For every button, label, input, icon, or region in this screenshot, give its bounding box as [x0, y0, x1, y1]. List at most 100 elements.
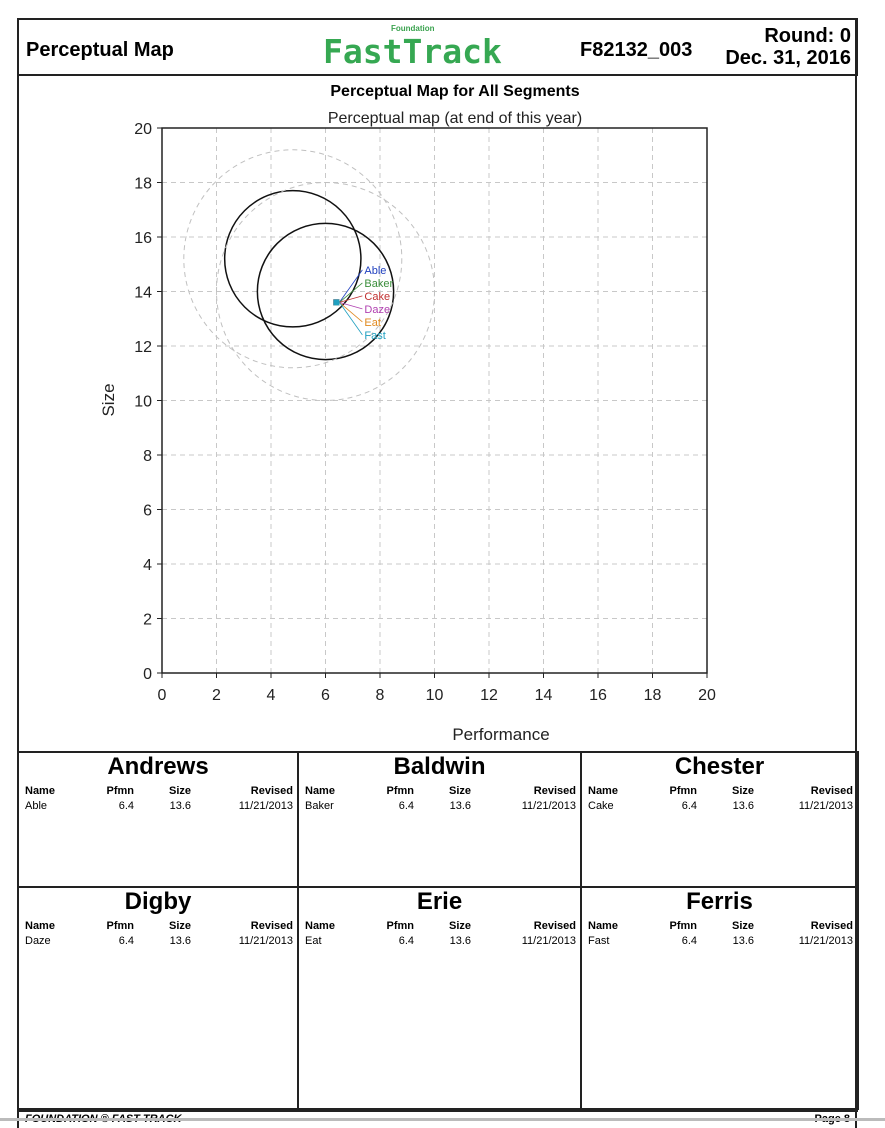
cell-revised: 11/21/2013 [521, 800, 576, 812]
x-tick-label: 0 [158, 687, 167, 704]
y-tick-label: 14 [134, 285, 152, 302]
cell-revised: 11/21/2013 [238, 800, 293, 812]
cell-name: Name [305, 920, 335, 932]
round-info: Round: 0 Dec. 31, 2016 [725, 25, 851, 69]
team-panel-ferris: Ferris Name Pfmn Size Revised Fast 6.4 13.6 11/2… [580, 886, 859, 1110]
table-row: Fast 6.4 13.6 11/21/2013 [582, 934, 857, 948]
cell-name: Daze [25, 935, 51, 947]
cell-size: Size [448, 785, 471, 797]
x-tick-label: 20 [698, 687, 716, 704]
segment-rough-cut-circle [216, 182, 435, 401]
x-tick-label: 4 [267, 687, 276, 704]
product-label-leader [339, 302, 363, 310]
cell-size: 13.6 [449, 935, 471, 947]
x-axis-label: Performance [452, 725, 549, 744]
table-row: Daze 6.4 13.6 11/21/2013 [19, 934, 297, 948]
report-header: Perceptual Map Foundation FastTrack F821… [17, 18, 858, 76]
cell-revised: Revised [810, 920, 853, 932]
report-date: Dec. 31, 2016 [725, 47, 851, 69]
cell-name: Name [588, 785, 618, 797]
report-title: Perceptual Map [26, 39, 174, 61]
product-point-label: Cake [364, 291, 390, 303]
cell-pfmn: Pfmn [669, 920, 698, 932]
product-point-label: Able [364, 265, 386, 277]
cell-size: Size [731, 920, 754, 932]
cell-revised: 11/21/2013 [521, 935, 576, 947]
team-name: Digby [124, 888, 192, 915]
perceptual-map-chart: Perceptual Map for All Segments Perceptu… [99, 83, 716, 744]
table-row: Eat 6.4 13.6 11/21/2013 [299, 934, 580, 948]
cell-size: Size [168, 785, 191, 797]
logo-fasttrack-text: FastTrack [323, 32, 502, 71]
cell-name: Able [25, 800, 48, 812]
cell-size: 13.6 [732, 800, 754, 812]
cell-pfmn: 6.4 [681, 935, 697, 947]
team-name: Andrews [107, 753, 209, 780]
table-row: Able 6.4 13.6 11/21/2013 [19, 799, 297, 813]
y-tick-label: 8 [143, 448, 152, 465]
team-panel-baldwin: Baldwin Name Pfmn Size Revised Baker 6.4 13.6 11… [297, 751, 582, 888]
product-label-leader [339, 295, 363, 303]
cell-name: Fast [588, 935, 610, 947]
y-axis-label: Size [99, 383, 118, 416]
segment-rough-cut-circle [183, 149, 403, 369]
cell-pfmn: Pfmn [386, 920, 415, 932]
table-row: Baker 6.4 13.6 11/21/2013 [299, 799, 580, 813]
cell-revised: Revised [533, 785, 576, 797]
cell-size: Size [168, 920, 191, 932]
team-name: Baldwin [393, 753, 486, 780]
cell-size: Size [731, 785, 754, 797]
x-tick-label: 6 [321, 687, 330, 704]
product-label-leader [339, 282, 363, 303]
y-tick-label: 18 [134, 176, 152, 193]
cell-pfmn: 6.4 [398, 800, 414, 812]
cell-pfmn: Pfmn [386, 785, 415, 797]
round-label: Round: 0 [764, 25, 851, 47]
table-header: Name Pfmn Size Revised [19, 919, 297, 933]
team-name: Chester [674, 753, 765, 780]
cell-revised: 11/21/2013 [798, 935, 853, 947]
cell-revised: 11/21/2013 [238, 935, 293, 947]
logo-foundation-text: Foundation [391, 24, 435, 33]
cell-pfmn: 6.4 [118, 935, 134, 947]
y-tick-label: 4 [143, 557, 152, 574]
product-point-label: Fast [364, 330, 385, 342]
cell-name: Baker [305, 800, 334, 812]
table-header: Name Pfmn Size Revised [19, 784, 297, 798]
x-tick-label: 18 [644, 687, 662, 704]
y-tick-label: 12 [134, 339, 152, 356]
product-point-label: Daze [364, 304, 390, 316]
cell-name: Name [305, 785, 335, 797]
fasttrack-logo: Foundation FastTrack [323, 24, 533, 74]
cell-name: Name [588, 920, 618, 932]
cell-pfmn: Pfmn [669, 785, 698, 797]
cell-size: 13.6 [169, 935, 191, 947]
cell-revised: 11/21/2013 [798, 800, 853, 812]
x-tick-label: 10 [426, 687, 444, 704]
team-panel-erie: Erie Name Pfmn Size Revised Eat 6.4 13.6 11/21/2… [297, 886, 582, 1110]
cell-name: Eat [305, 935, 322, 947]
cell-revised: Revised [250, 920, 293, 932]
x-tick-label: 16 [589, 687, 607, 704]
industry-id: F82132_003 [580, 39, 693, 61]
cell-revised: Revised [810, 785, 853, 797]
cell-pfmn: 6.4 [398, 935, 414, 947]
product-label-leader [339, 302, 363, 323]
chart-subtitle: Perceptual map (at end of this year) [328, 110, 582, 127]
table-header: Name Pfmn Size Revised [299, 919, 580, 933]
cell-pfmn: Pfmn [106, 785, 135, 797]
product-point-label: Baker [364, 278, 393, 290]
segment-fine-cut-circle [256, 222, 395, 361]
report-footer: FOUNDATION ® FAST TRACK Page 8 [17, 1110, 858, 1125]
y-tick-label: 6 [143, 503, 152, 520]
chart-title: Perceptual Map for All Segments [330, 83, 579, 100]
cell-pfmn: 6.4 [118, 800, 134, 812]
cell-size: 13.6 [169, 800, 191, 812]
product-label-leader [339, 302, 363, 336]
cell-size: 13.6 [449, 800, 471, 812]
team-panel-digby: Digby Name Pfmn Size Revised Daze 6.4 13.6 11/21… [17, 886, 299, 1110]
team-name: Erie [416, 888, 463, 915]
cell-size: Size [448, 920, 471, 932]
cell-name: Name [25, 785, 55, 797]
viewer-bottom-edge [0, 1118, 885, 1121]
